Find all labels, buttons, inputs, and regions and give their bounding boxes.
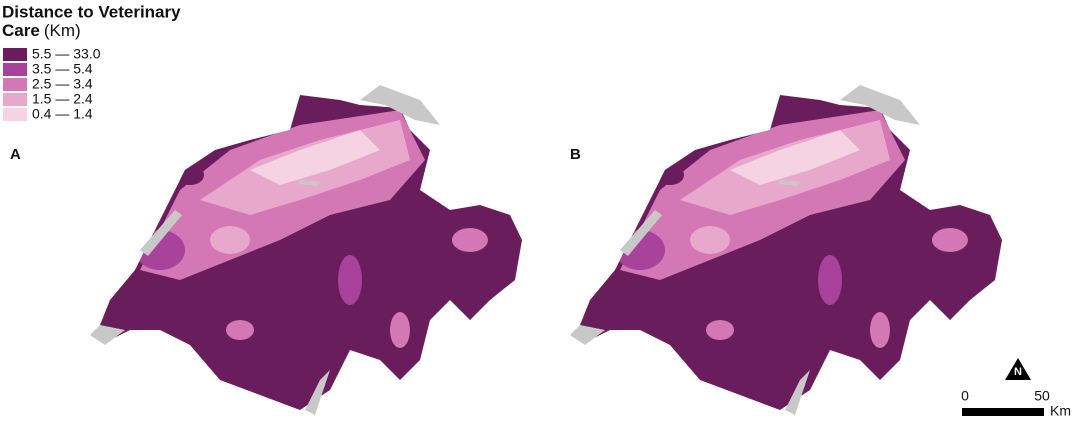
legend-swatch <box>3 63 27 76</box>
north-arrow <box>1005 358 1031 380</box>
legend-swatch <box>3 108 27 121</box>
panel-label: B <box>570 146 581 163</box>
legend-title: Care <box>2 21 40 40</box>
legend: 5.5 — 33.03.5 — 5.42.5 — 3.41.5 — 2.40.4… <box>3 46 101 122</box>
map-a <box>90 85 522 415</box>
scale-bar <box>962 408 1044 416</box>
scale-unit: Km <box>1050 403 1071 419</box>
legend-title: Distance to Veterinary <box>2 2 181 21</box>
legend-swatch <box>3 48 27 61</box>
legend-label: 1.5 — 2.4 <box>32 91 93 107</box>
legend-title-line: Care (Km) <box>2 21 81 40</box>
north-label: N <box>1014 366 1022 378</box>
legend-label: 5.5 — 33.0 <box>32 46 101 62</box>
legend-label: 2.5 — 3.4 <box>32 76 93 92</box>
legend-label: 0.4 — 1.4 <box>32 106 93 122</box>
legend-swatch <box>3 93 27 106</box>
map-b <box>570 85 1002 415</box>
legend-swatch <box>3 78 27 91</box>
scale-tick-label: 0 <box>961 388 969 404</box>
panel-label: A <box>10 146 21 163</box>
scale-tick-label: 50 <box>1034 388 1050 404</box>
legend-label: 3.5 — 5.4 <box>32 61 93 77</box>
legend-unit: (Km) <box>44 21 81 40</box>
